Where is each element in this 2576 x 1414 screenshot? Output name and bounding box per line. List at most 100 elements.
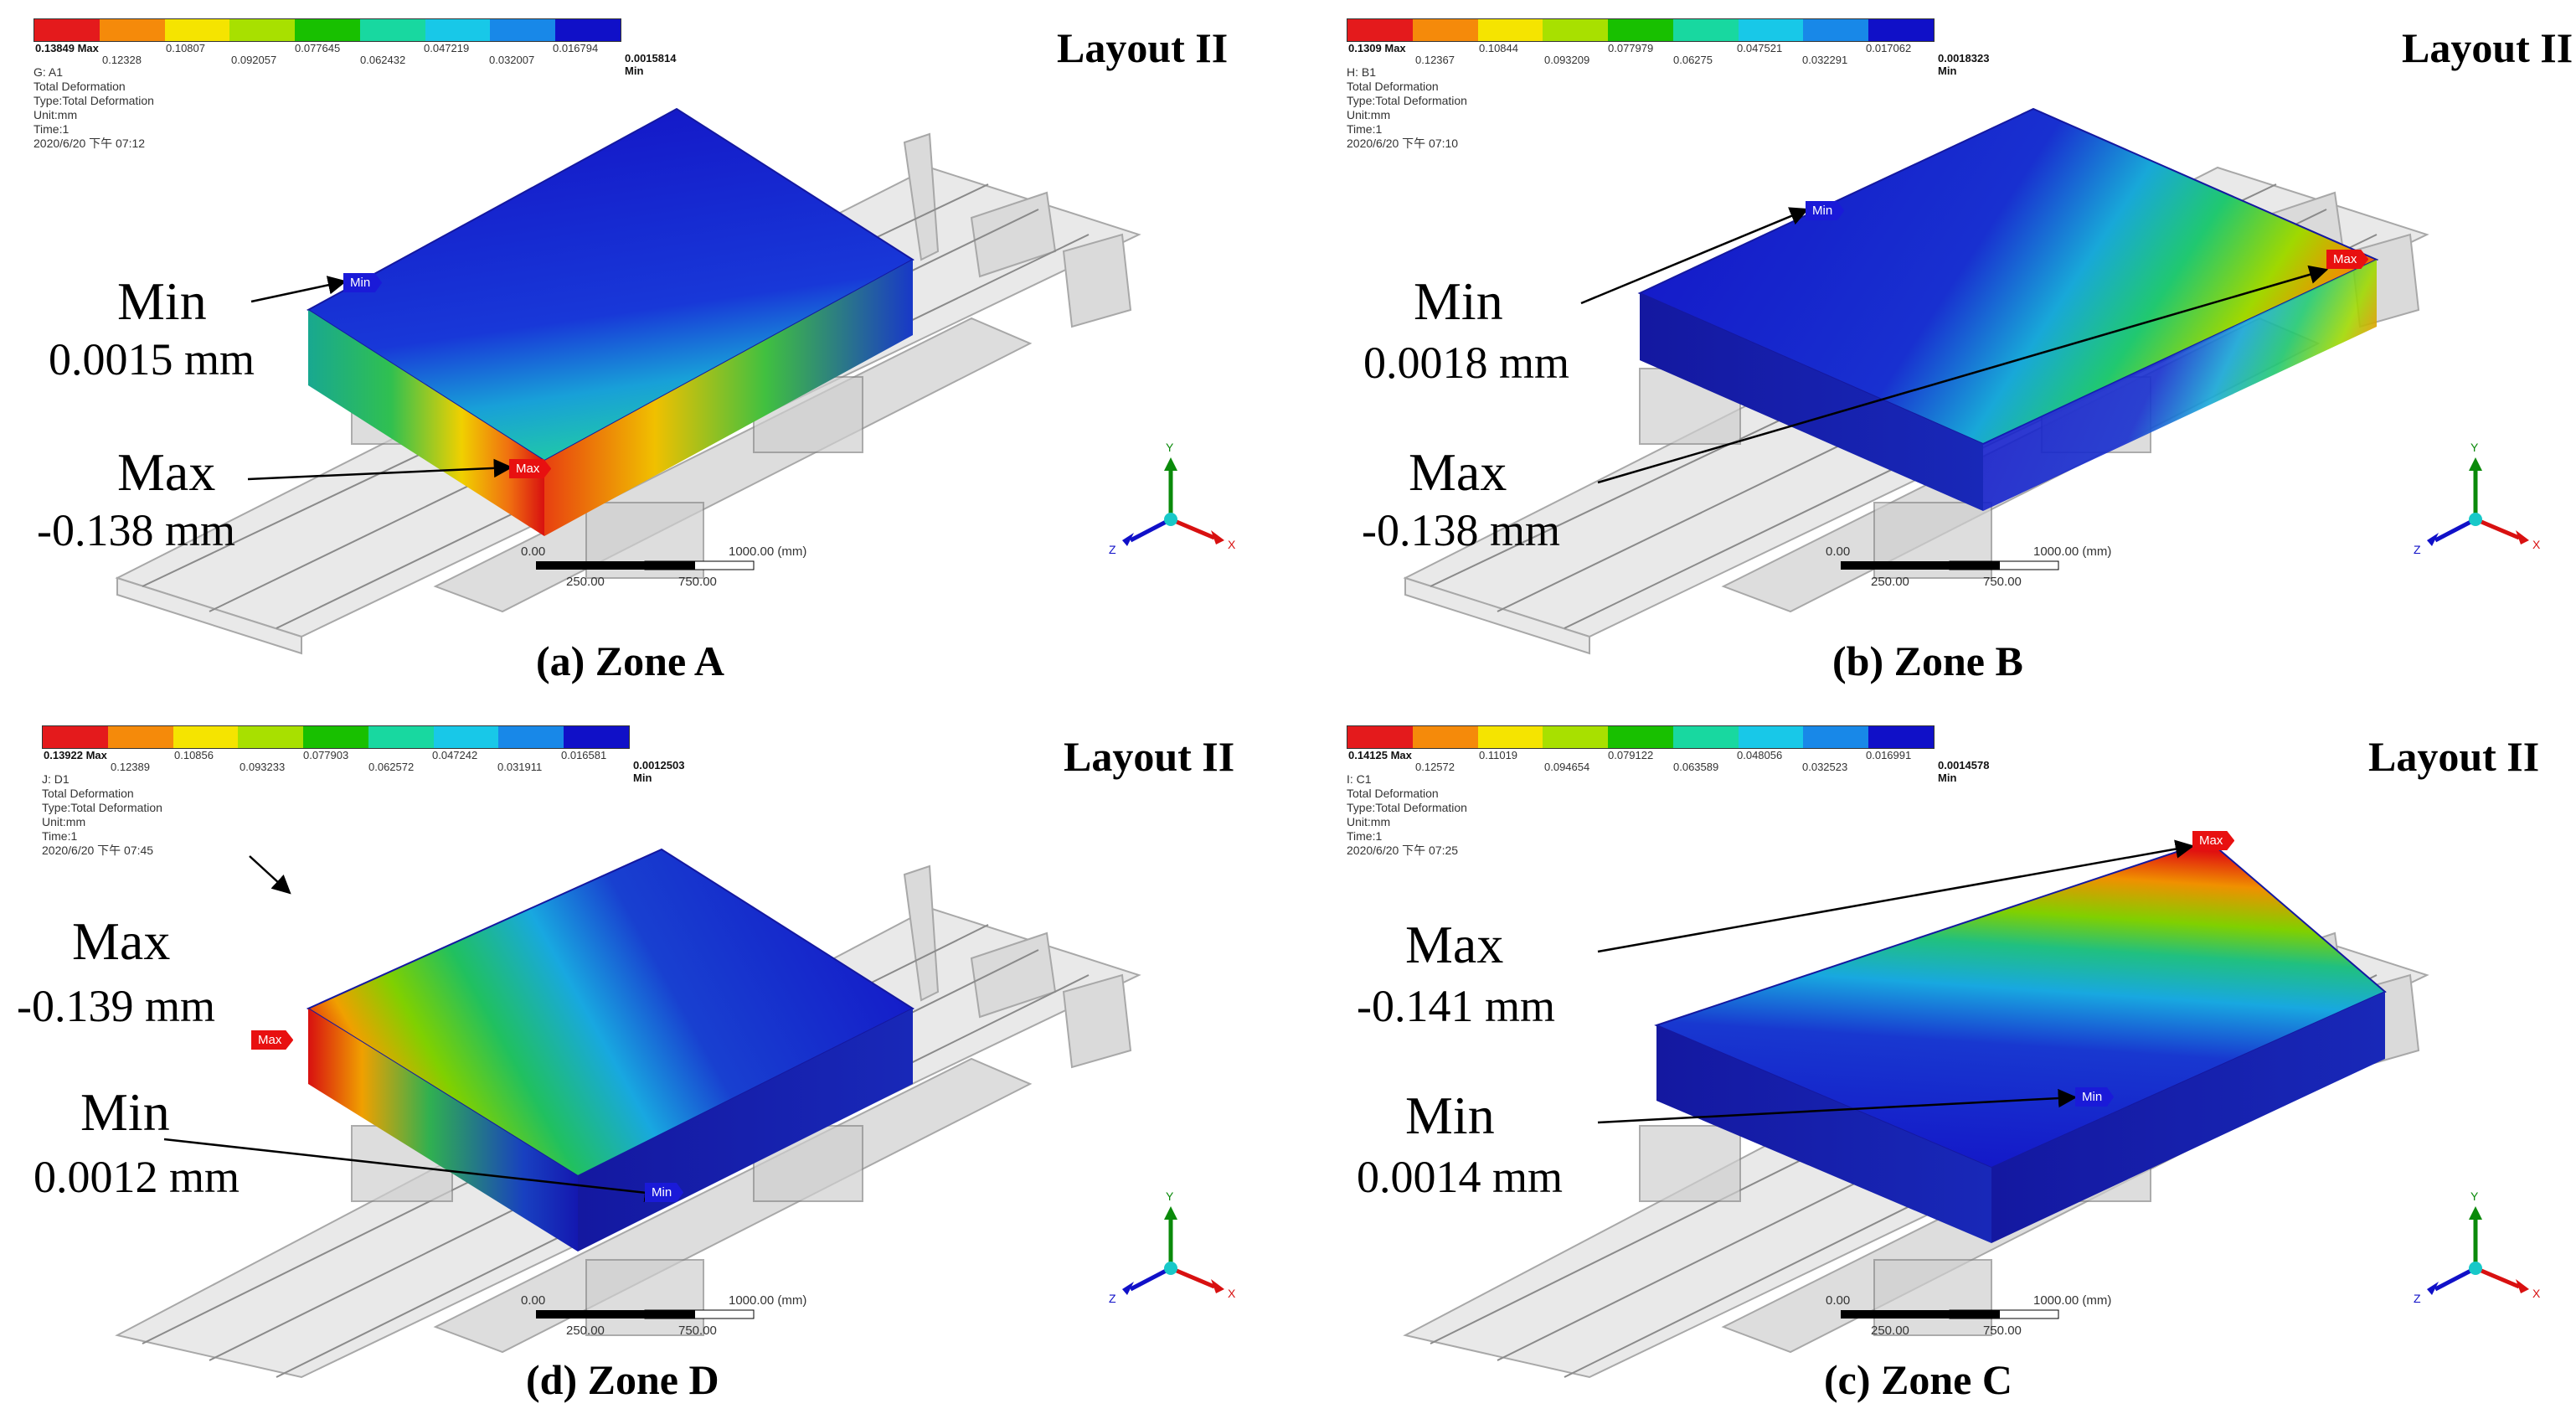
scale-label: 1000.00 (mm) xyxy=(729,1293,807,1308)
info-line: Unit:mm xyxy=(1347,108,1391,121)
legend-tick: 0.06275 xyxy=(1673,54,1713,66)
legend-tick: 0.048056 xyxy=(1737,749,1783,761)
info-line: Total Deformation xyxy=(42,787,134,800)
legend-tick: 0.031911 xyxy=(497,761,543,773)
legend-swatch xyxy=(359,19,425,41)
zone-b-scene xyxy=(1403,107,2529,655)
legend-swatch xyxy=(368,726,434,748)
legend-swatch xyxy=(555,19,621,41)
legend-swatch xyxy=(164,19,230,41)
scale-label: 0.00 xyxy=(521,1293,546,1308)
legend-tick: 0.12328 xyxy=(102,54,142,66)
legend-tick: 0.12572 xyxy=(1415,761,1455,773)
annotation-value: 0.0015 mm xyxy=(49,334,255,384)
legend-swatch xyxy=(1672,726,1739,748)
annotation-value: -0.139 mm xyxy=(17,981,215,1031)
color-legend: 0.1309 Max 0.0018323 Min 0.10844 0.07797… xyxy=(1347,18,1989,77)
legend-tick: 0.10844 xyxy=(1479,42,1518,54)
legend-swatch xyxy=(1347,19,1413,41)
legend-max-label: 0.13922 Max xyxy=(44,749,107,761)
info-line: Time:1 xyxy=(1347,122,1383,136)
legend-color-bar xyxy=(42,725,630,749)
zone-c-scene xyxy=(1403,839,2529,1379)
legend-swatch xyxy=(34,19,100,41)
min-marker-tag: Min xyxy=(1806,201,1845,220)
legend-swatch xyxy=(490,19,556,41)
min-marker-tag: Min xyxy=(2075,1087,2115,1107)
info-line: Time:1 xyxy=(33,122,70,136)
legend-tick: 0.016581 xyxy=(561,749,607,761)
info-title: J: D1 xyxy=(42,772,70,786)
max-marker-tag: Max xyxy=(251,1030,294,1050)
legend-swatch xyxy=(1543,726,1609,748)
legend-tick: 0.094654 xyxy=(1544,761,1590,773)
legend-min-label: 0.0018323 Min xyxy=(1938,52,1990,77)
legend-tick: 0.093209 xyxy=(1544,54,1590,66)
legend-swatch xyxy=(425,19,491,41)
legend-swatch xyxy=(238,726,304,748)
info-line: Total Deformation xyxy=(1347,80,1439,93)
legend-swatch xyxy=(498,726,564,748)
legend-swatch xyxy=(303,726,368,748)
legend-tick: 0.11019 xyxy=(1479,749,1518,761)
info-line: Type:Total Deformation xyxy=(42,801,162,814)
annotation-label: Min xyxy=(80,1082,170,1142)
annotation-label: Max xyxy=(72,911,171,971)
legend-min-label: 0.0014578 Min xyxy=(1938,759,1990,784)
info-line: Unit:mm xyxy=(42,815,86,828)
min-marker-tag: Min xyxy=(343,273,383,292)
color-legend: 0.13849 Max 0.0015814 Min 0.10807 0.0776… xyxy=(33,18,676,77)
legend-tick: 0.077903 xyxy=(303,749,349,761)
axis-x-label: X xyxy=(2532,538,2541,551)
annotation-label: Max xyxy=(117,442,216,502)
legend-tick: 0.077979 xyxy=(1608,42,1654,54)
color-legend: 0.13922 Max 0.0012503 Min 0.10856 0.0779… xyxy=(42,725,684,784)
legend-tick: 0.047242 xyxy=(432,749,478,761)
scale-label: 250.00 xyxy=(1871,1324,1909,1338)
legend-color-bar xyxy=(1347,725,1935,749)
legend-swatch xyxy=(1477,726,1543,748)
annotation-value: 0.0014 mm xyxy=(1357,1152,1564,1202)
panel-zone-a: 0.13849 Max 0.0015814 Min 0.10807 0.0776… xyxy=(0,0,1288,707)
axis-x-label: X xyxy=(2532,1287,2541,1300)
legend-tick: 0.032523 xyxy=(1802,761,1848,773)
axis-z-label: Z xyxy=(1109,1292,1116,1305)
legend-color-bar xyxy=(33,18,621,42)
legend-tick: 0.093233 xyxy=(240,761,286,773)
legend-swatch xyxy=(1477,19,1543,41)
legend-tick: 0.063589 xyxy=(1673,761,1719,773)
scale-label: 1000.00 (mm) xyxy=(729,544,807,559)
axis-z-label: Z xyxy=(2414,1292,2421,1305)
scale-label: 250.00 xyxy=(1871,575,1909,589)
legend-tick: 0.12389 xyxy=(111,761,150,773)
info-line: Time:1 xyxy=(1347,829,1383,843)
annotation-label: Min xyxy=(1405,1086,1495,1145)
legend-swatch xyxy=(1608,726,1673,748)
zone-d-scene xyxy=(115,848,1224,1379)
legend-swatch xyxy=(433,726,499,748)
legend-tick: 0.016991 xyxy=(1866,749,1912,761)
legend-swatch xyxy=(564,726,630,748)
legend-tick: 0.12367 xyxy=(1415,54,1455,66)
annotation-value: -0.141 mm xyxy=(1357,981,1555,1031)
annotation-value: 0.0018 mm xyxy=(1363,338,1570,388)
legend-swatch xyxy=(173,726,239,748)
legend-swatch xyxy=(1412,726,1478,748)
info-date: 2020/6/20 下午 07:10 xyxy=(1347,137,1459,150)
info-date: 2020/6/20 下午 07:45 xyxy=(42,844,154,857)
legend-tick: 0.10856 xyxy=(174,749,214,761)
info-line: Total Deformation xyxy=(1347,787,1439,800)
legend-swatch xyxy=(1803,726,1869,748)
result-info: I: C1 Total Deformation Type:Total Defor… xyxy=(1347,772,1467,858)
layout-title: Layout II xyxy=(1057,24,1229,71)
panel-zone-b: 0.1309 Max 0.0018323 Min 0.10844 0.07797… xyxy=(1288,0,2576,707)
legend-tick: 0.092057 xyxy=(231,54,277,66)
legend-tick: 0.032007 xyxy=(489,54,535,66)
scale-label: 0.00 xyxy=(1826,1293,1851,1308)
legend-swatch xyxy=(1608,19,1673,41)
info-line: Type:Total Deformation xyxy=(33,94,154,107)
legend-swatch xyxy=(1803,19,1869,41)
legend-swatch xyxy=(1738,726,1804,748)
legend-swatch xyxy=(229,19,296,41)
annotation-value: 0.0012 mm xyxy=(33,1152,240,1202)
